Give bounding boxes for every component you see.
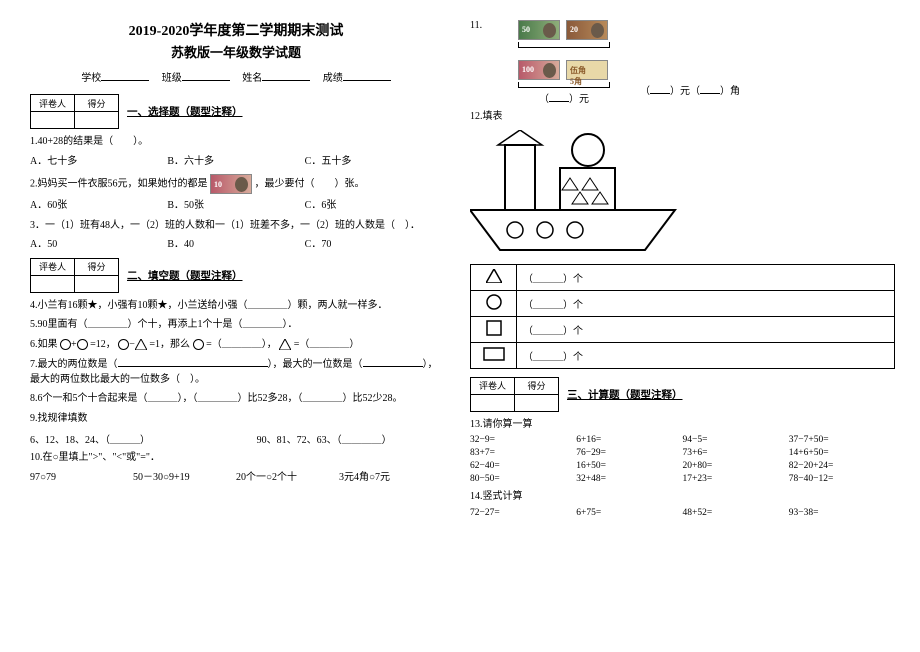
q3-stem: 3．一（1）班有48人，一（2）班的人数和一（1）班差不多，一（2）班的人数是（… xyxy=(30,219,442,234)
q13-grid: 32−9=6+16=94−5=37−7+50= 83+7=76−29=73+6=… xyxy=(470,435,895,484)
q10-items: 97○7950－30○9+1920个一○2个十3元4角○7元 xyxy=(30,471,442,486)
q13-title: 13.请你算一算 xyxy=(470,418,895,433)
q9-row: 6、12、18、24、（＿＿＿） 90、81、72、63、（＿＿＿＿） xyxy=(30,431,442,446)
q14-row: 72−27=6+75=48+52=93−38= xyxy=(470,508,895,518)
q2-stem: 2.妈妈买一件衣服56元，如果她付的都是 10 ，最少要付（ ）张。 xyxy=(30,174,442,194)
q10-title: 10.在○里填上">"、"<"或"="． xyxy=(30,451,442,466)
section-3-header: 评卷人得分 三、计算题（题型注释） xyxy=(470,377,895,412)
coin-5jiao-icon: 伍角5角 xyxy=(566,60,608,80)
q9-title: 9.找规律填数 xyxy=(30,412,442,427)
q1-stem: 1.40+28的结果是（ ）。 xyxy=(30,135,442,150)
title-line2: 苏教版一年级数学试题 xyxy=(30,42,442,61)
title-line1: 2019-2020学年度第二学期期末测试 xyxy=(30,20,442,40)
q1-options: A．七十多B．六十多C．五十多 xyxy=(30,155,442,170)
banknote-50-icon: 50 xyxy=(518,20,560,40)
banknote-20-icon: 20 xyxy=(566,20,608,40)
q3-options: A．50B．40C．70 xyxy=(30,238,442,253)
q11: 11. 50 20 100 伍角5角 （）元 （）元（）角 xyxy=(470,20,895,105)
q12-title: 12.填表 xyxy=(470,110,895,125)
q4: 4.小兰有16颗★，小强有10颗★，小兰送给小强（＿＿＿＿）颗，两人就一样多． xyxy=(30,299,442,314)
q5: 5.90里面有（＿＿＿＿）个十，再添上1个十是（＿＿＿＿）． xyxy=(30,318,442,333)
score-table-2: 评卷人得分 xyxy=(30,258,119,293)
q14-title: 14.竖式计算 xyxy=(470,490,895,505)
banknote-10-icon: 10 xyxy=(210,174,252,194)
boat-figure xyxy=(470,130,690,260)
banknote-100-icon: 100 xyxy=(518,60,560,80)
section-2-header: 评卷人得分 二、填空题（题型注释） xyxy=(30,258,442,293)
section-1-header: 评卷人得分 一、选择题（题型注释） xyxy=(30,94,442,129)
left-column: 2019-2020学年度第二学期期末测试 苏教版一年级数学试题 学校 班级 姓名… xyxy=(0,0,460,652)
q8: 8.6个一和5个十合起来是（＿＿＿），（＿＿＿＿）比52多28，（＿＿＿＿）比5… xyxy=(30,392,442,407)
student-info: 学校 班级 姓名 成绩 xyxy=(30,69,442,84)
right-column: 11. 50 20 100 伍角5角 （）元 （）元（）角 12.填表 xyxy=(460,0,920,652)
shape-count-table: （＿＿＿）个 （＿＿＿）个 （＿＿＿）个 （＿＿＿）个 xyxy=(470,264,895,369)
score-table-3: 评卷人得分 xyxy=(470,377,559,412)
q7: 7.最大的两位数是（），最大的一位数是（），最大的两位数比最大的一位数多（ ）。 xyxy=(30,357,442,387)
score-table-1: 评卷人得分 xyxy=(30,94,119,129)
q6: 6.如果 + =12， − =1，那么 =（＿＿＿＿）， =（＿＿＿＿） xyxy=(30,338,442,353)
q2-options: A．60张B．50张C．6张 xyxy=(30,199,442,214)
